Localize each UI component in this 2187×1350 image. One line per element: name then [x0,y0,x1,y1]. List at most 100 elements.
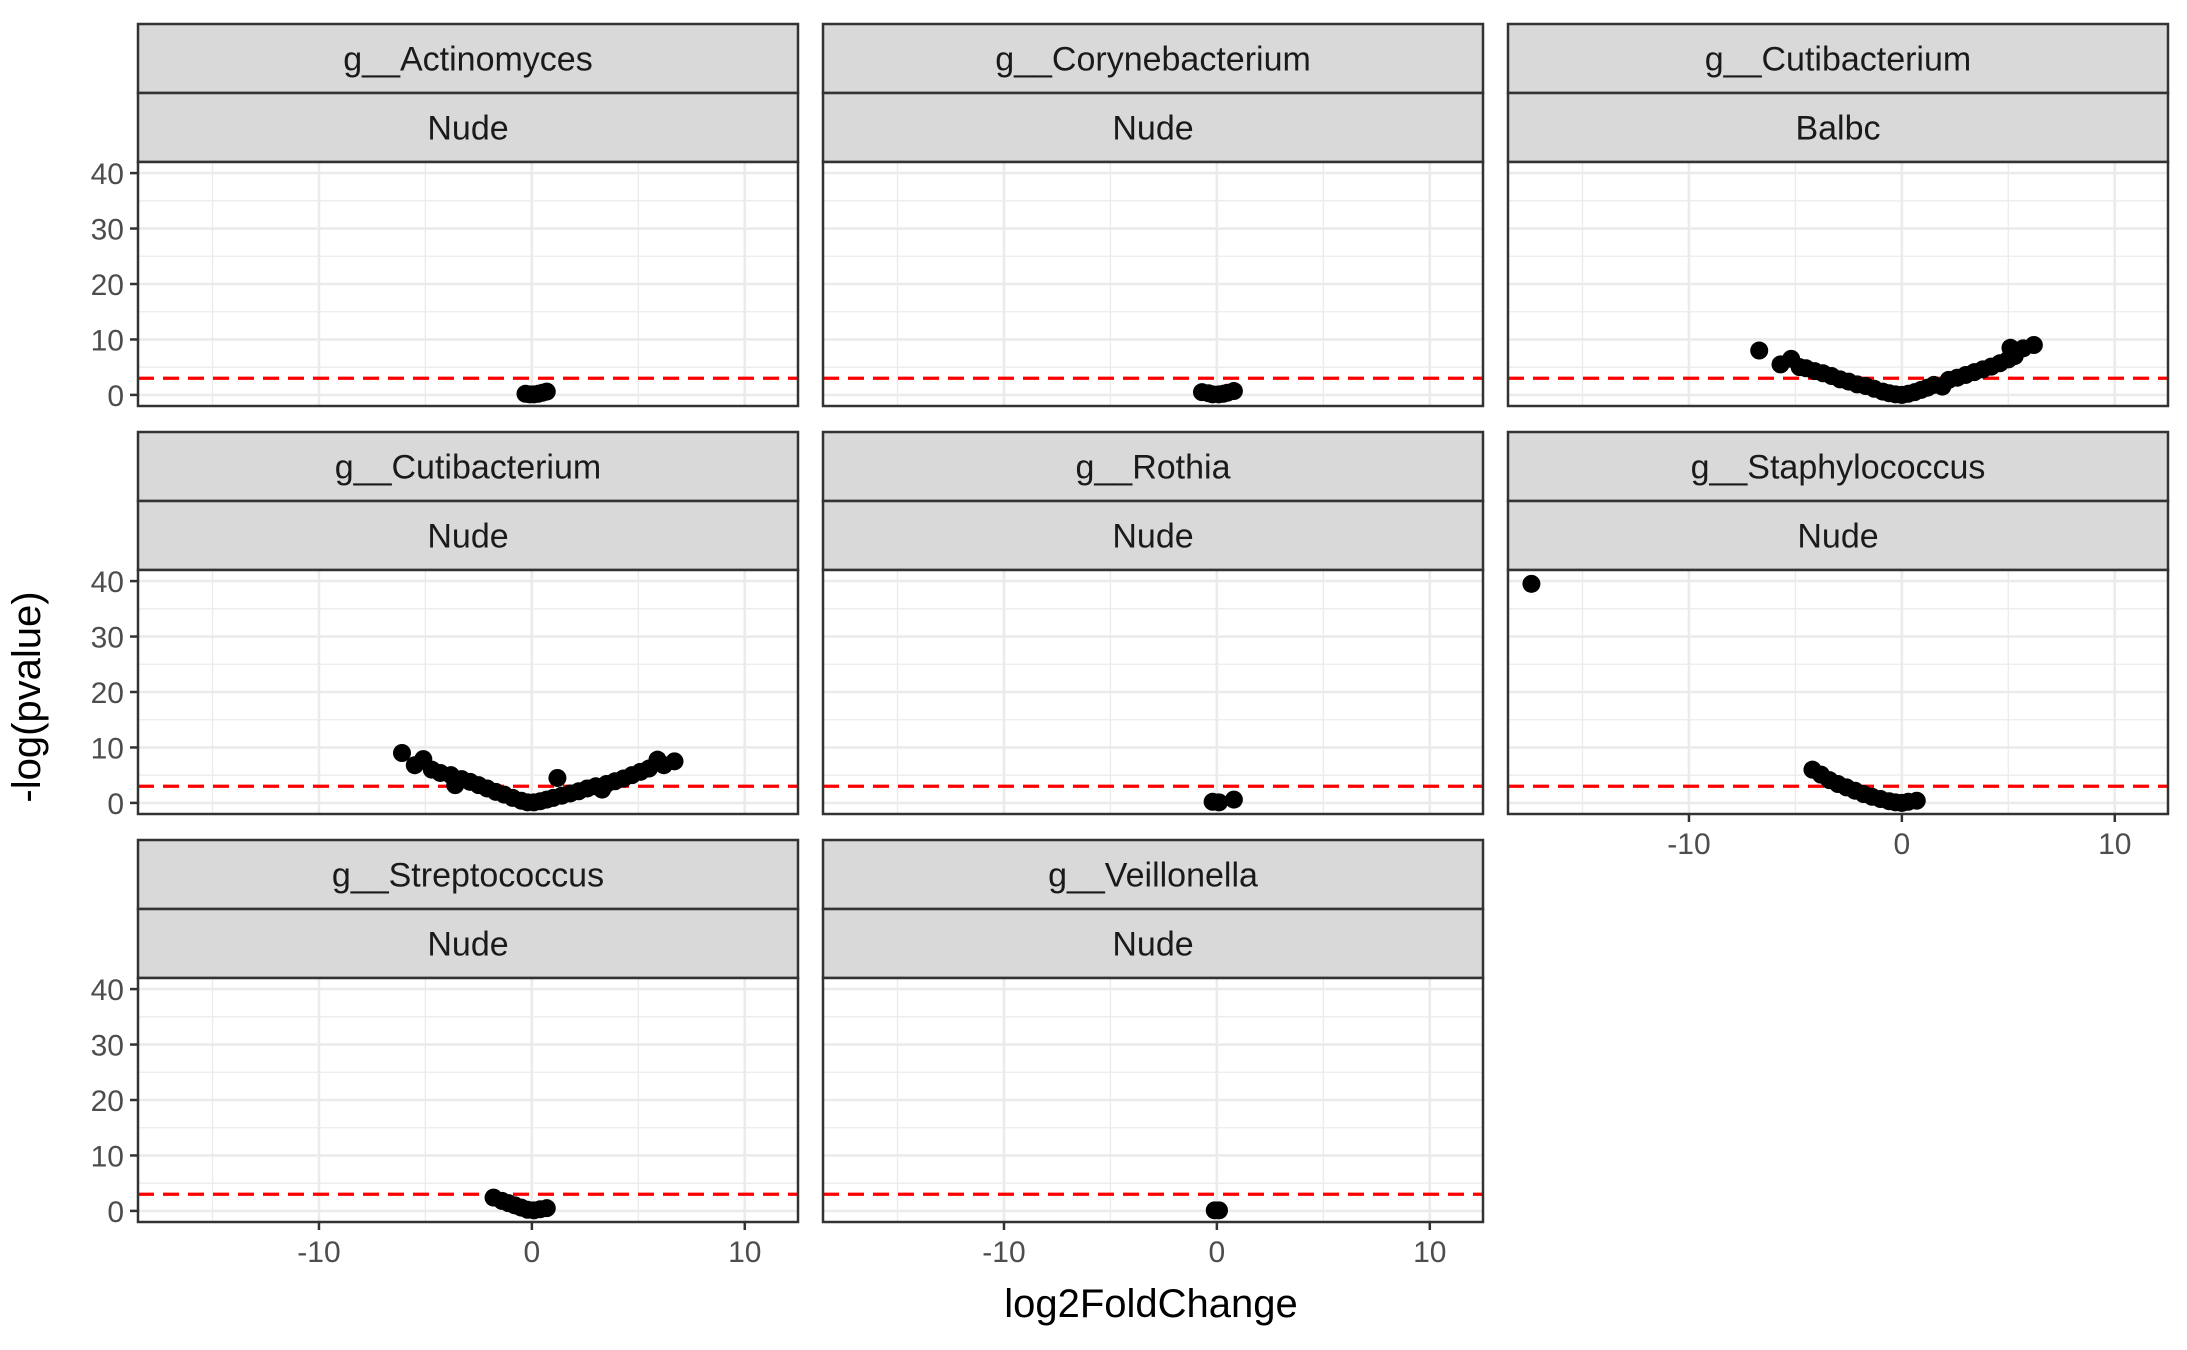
panel-border [821,976,1485,1224]
strip-group: Nude [136,91,800,164]
data-point [393,744,411,762]
panel-7-g-streptococcus-nude: g__Streptococcus Nude 0 10 20 30 40 -10 0 10 [91,838,800,1269]
x-tick-label: 0 [524,1236,541,1269]
data-point [2024,336,2043,354]
strip-genus: g__Streptococcus [136,838,800,911]
y-tick-label: 20 [91,1085,124,1118]
strip-genus: g__Cutibacterium [136,430,800,503]
strip-group-label: Nude [1112,518,1193,556]
panel-1-g-actinomyces-nude: g__Actinomyces Nude 0 10 20 30 40 [91,22,800,413]
x-axis: -10 0 10 [1667,814,2131,861]
strip-genus-label: g__Actinomyces [343,41,592,79]
panel-4-g-cutibacterium-nude: g__Cutibacterium Nude 0 10 20 30 40 [91,430,800,821]
points [1192,382,1243,404]
x-axis-title: log2FoldChange [1004,1282,1298,1326]
y-tick-label: 40 [91,974,124,1007]
strip-genus: g__Staphylococcus [1506,430,2170,503]
y-tick-label: 10 [91,324,124,357]
strip-group-label: Nude [427,110,508,148]
strip-background [1506,22,2170,95]
strip-group: Balbc [1506,91,2170,164]
strip-genus-label: g__Rothia [1075,449,1230,487]
strip-genus-label: g__Cutibacterium [1705,41,1971,79]
strip-group: Nude [821,907,1485,980]
y-tick-label: 30 [91,214,124,247]
y-tick-label: 30 [91,622,124,655]
x-tick-label: 10 [1413,1236,1446,1269]
data-point [1522,574,1541,593]
strip-genus: g__Cutibacterium [1506,22,2170,95]
y-tick-label: 20 [91,677,124,710]
strip-background [136,91,800,164]
y-tick-label: 20 [91,269,124,302]
x-axis: -10 0 10 [982,1222,1446,1269]
y-tick-label: 0 [107,788,124,821]
points [1205,1201,1228,1220]
strip-background [1506,499,2170,572]
strip-genus-label: g__Cutibacterium [335,449,601,487]
strip-genus: g__Corynebacterium [821,22,1485,95]
x-tick-label: -10 [982,1236,1025,1269]
y-tick-label: 40 [91,158,124,191]
strip-background [136,499,800,572]
strip-background [821,22,1485,95]
y-axis: 0 10 20 30 40 [91,158,138,413]
data-point [1750,341,1769,360]
x-tick-label: -10 [1667,828,1710,861]
strip-genus: g__Rothia [821,430,1485,503]
data-point [548,768,567,787]
strip-group-label: Balbc [1795,110,1880,148]
data-point [1224,790,1243,809]
gridlines [138,978,798,1222]
strip-background [136,22,800,95]
panel-border [821,160,1485,408]
panels-layer: g__Actinomyces Nude 0 10 20 30 40 g__Corynebact… [91,22,2170,1269]
strip-group-label: Nude [1112,926,1193,964]
strip-group-label: Nude [427,926,508,964]
points [1522,574,1926,812]
panel-border [1506,568,2170,816]
panel-2-g-corynebacterium-nude: g__Corynebacterium Nude [821,22,1485,408]
strip-background [1506,91,2170,164]
gridlines [823,570,1483,814]
panel-border [821,568,1485,816]
x-axis: -10 0 10 [297,1222,761,1269]
strip-genus: g__Actinomyces [136,22,800,95]
strip-background [821,91,1485,164]
strip-genus-label: g__Streptococcus [332,857,604,895]
data-point [537,1199,556,1218]
gridlines [823,978,1483,1222]
x-tick-label: 0 [1894,828,1911,861]
x-tick-label: 0 [1209,1236,1226,1269]
y-tick-label: 0 [107,1196,124,1229]
strip-group: Nude [136,907,800,980]
data-point [1224,382,1243,401]
strip-background [821,838,1485,911]
panel-8-g-veillonella-nude: g__Veillonella Nude -10 0 10 [821,838,1485,1269]
data-point [2001,338,2020,357]
strip-genus-label: g__Corynebacterium [995,41,1311,79]
data-point [1907,791,1926,810]
y-axis: 0 10 20 30 40 [91,566,138,821]
panel-border [1506,160,2170,408]
points [516,382,556,404]
data-point [1210,1201,1228,1220]
strip-group: Nude [1506,499,2170,572]
points [1750,336,2043,404]
points [393,744,684,812]
strip-background [821,430,1485,503]
gridlines [138,570,798,814]
strip-group: Nude [821,499,1485,572]
strip-background [821,907,1485,980]
strip-background [136,430,800,503]
strip-group-label: Nude [1797,518,1878,556]
data-point [665,752,684,771]
y-axis-title: -log(pvalue) [5,591,49,802]
strip-genus: g__Veillonella [821,838,1485,911]
x-tick-label: 10 [2098,828,2131,861]
panel-3-g-cutibacterium-balbc: g__Cutibacterium Balbc [1506,22,2170,408]
strip-genus-label: g__Staphylococcus [1691,449,1986,487]
x-tick-label: -10 [297,1236,340,1269]
y-tick-label: 10 [91,1140,124,1173]
